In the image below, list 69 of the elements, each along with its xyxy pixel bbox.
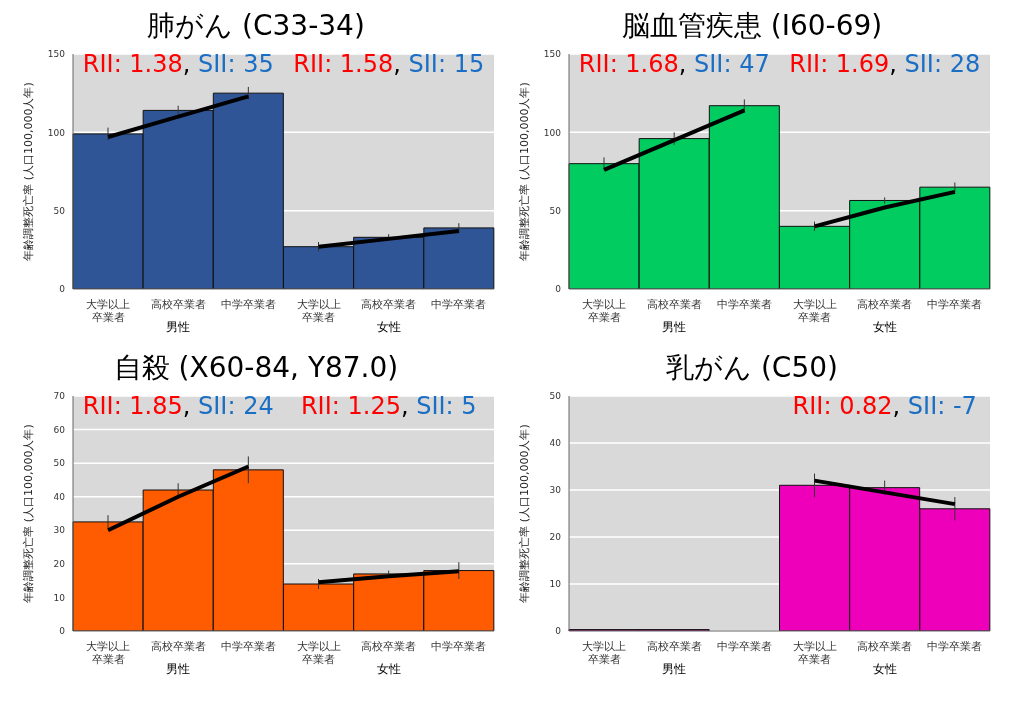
x-tick-label: 高校卒業者 [150, 640, 206, 653]
text: 女性 [375, 661, 402, 678]
text: 男性 [165, 661, 192, 678]
text: 男性 [661, 661, 688, 678]
annotation: RII: 1.38, SII: 35 [82, 50, 274, 78]
y-axis-title: 年齢調整死亡率 (人口100,000人年) [21, 82, 35, 261]
y-tick-label: 20 [549, 532, 562, 543]
y-tick-label: 10 [53, 592, 66, 603]
x-tick-label: 高校卒業者 [646, 640, 702, 653]
y-tick-label: 150 [47, 49, 66, 60]
x-tick-label: 高校卒業者 [361, 640, 417, 653]
y-tick-label: 70 [53, 391, 66, 402]
y-tick-label: 30 [53, 525, 66, 536]
y-tick-label: 0 [59, 626, 66, 637]
x-tick-label: 大学以上卒業者 [582, 640, 627, 666]
annotation: RII: 1.69, SII: 28 [789, 50, 981, 78]
text: 男性 [661, 319, 688, 336]
y-tick-label: 50 [53, 205, 66, 216]
text: 女性 [871, 661, 898, 678]
annotation: RII: 1.68, SII: 47 [578, 50, 770, 78]
chart-title: 自殺 (X60-84, Y87.0) [112, 350, 400, 386]
y-tick-label: 50 [549, 391, 562, 402]
y-tick-label: 0 [555, 284, 562, 295]
x-tick-label: 大学以上卒業者 [86, 298, 131, 324]
chart-title: 肺がん (C33-34) [146, 8, 366, 44]
y-axis-title: 年齢調整死亡率 (人口100,000人年) [517, 424, 531, 603]
x-tick-label: 中学卒業者 [431, 640, 487, 653]
y-tick-label: 60 [53, 424, 66, 435]
x-tick-label: 中学卒業者 [927, 640, 983, 653]
text: 女性 [375, 319, 402, 336]
x-tick-label: 大学以上卒業者 [792, 640, 837, 666]
y-tick-label: 150 [543, 49, 562, 60]
y-tick-label: 50 [53, 458, 66, 469]
x-tick-label: 高校卒業者 [646, 298, 702, 311]
y-tick-label: 100 [543, 127, 562, 138]
text: 男性 [165, 319, 192, 336]
text: 女性 [871, 319, 898, 336]
x-tick-label: 中学卒業者 [431, 298, 487, 311]
x-tick-label: 高校卒業者 [150, 298, 206, 311]
y-tick-label: 40 [53, 491, 66, 502]
x-tick-label: 中学卒業者 [716, 640, 772, 653]
y-tick-label: 100 [47, 127, 66, 138]
annotation: RII: 1.58, SII: 15 [293, 50, 485, 78]
y-tick-label: 0 [555, 626, 562, 637]
y-tick-label: 30 [549, 485, 562, 496]
annotation: RII: 1.25, SII: 5 [300, 392, 477, 420]
x-tick-label: 大学以上卒業者 [582, 298, 627, 324]
x-tick-label: 大学以上卒業者 [792, 298, 837, 324]
x-tick-label: 高校卒業者 [361, 298, 417, 311]
y-tick-label: 0 [59, 284, 66, 295]
y-tick-label: 50 [549, 205, 562, 216]
chart-title: 脳血管疾患 (I60-69) [620, 8, 884, 44]
x-tick-label: 中学卒業者 [716, 298, 772, 311]
x-tick-label: 中学卒業者 [927, 298, 983, 311]
y-tick-label: 40 [549, 438, 562, 449]
x-tick-label: 中学卒業者 [220, 298, 276, 311]
x-tick-label: 大学以上卒業者 [296, 298, 341, 324]
annotation: RII: 1.85, SII: 24 [82, 392, 274, 420]
y-tick-label: 20 [53, 559, 66, 570]
y-axis-title: 年齢調整死亡率 (人口100,000人年) [21, 424, 35, 603]
chart-title: 乳がん (C50) [665, 350, 839, 386]
x-tick-label: 高校卒業者 [857, 298, 913, 311]
x-tick-label: 大学以上卒業者 [296, 640, 341, 666]
x-tick-label: 高校卒業者 [857, 640, 913, 653]
x-tick-label: 中学卒業者 [220, 640, 276, 653]
y-tick-label: 10 [549, 579, 562, 590]
y-axis-title: 年齢調整死亡率 (人口100,000人年) [517, 82, 531, 261]
x-tick-label: 大学以上卒業者 [86, 640, 131, 666]
annotation: RII: 0.82, SII: -7 [792, 392, 977, 420]
